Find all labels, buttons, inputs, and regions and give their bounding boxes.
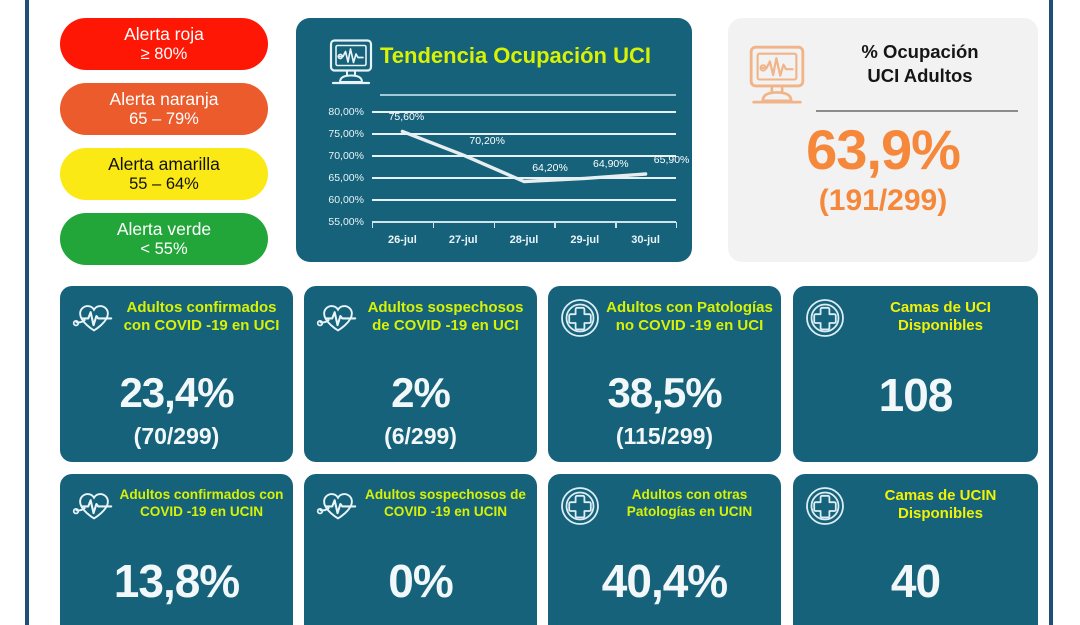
heart-stethoscope-icon xyxy=(72,298,116,341)
x-axis-tick-label: 29-jul xyxy=(570,234,600,246)
occupancy-title-divider xyxy=(816,110,1018,112)
trend-chart-plot: 80,00% 75,00% 70,00% 65,00% 60,00% 55,00% 26-j… xyxy=(308,104,689,252)
kpi-card-camas-uci-disponibles: Camas de UCI Disponibles 108 xyxy=(793,286,1038,462)
chart-gridline xyxy=(372,155,676,157)
kpi-title: Adultos con Patologías no COVID -19 en U… xyxy=(606,299,773,335)
kpi-title: Adultos sospechosos de COVID -19 en UCI xyxy=(367,299,524,335)
kpi-card-camas-ucin-disponibles: Camas de UCIN Disponibles 40 xyxy=(793,474,1038,625)
heart-stethoscope-icon xyxy=(316,486,360,529)
occupancy-title-line2: UCI Adultos xyxy=(867,64,973,86)
x-axis-tickmark xyxy=(554,222,556,228)
occupancy-panel: % Ocupación UCI Adultos 63,9% (191/299) xyxy=(728,18,1038,262)
y-axis-tick-label: 60,00% xyxy=(328,194,364,206)
kpi-value: 40,4% xyxy=(601,555,728,607)
chart-data-label: 70,20% xyxy=(469,135,505,148)
trend-chart-title: Tendencia Ocupación UCI xyxy=(380,43,651,68)
chart-gridline xyxy=(372,133,676,135)
kpi-value: 2% xyxy=(391,369,451,416)
kpi-card-adultos-sospechosos-covid-ucin: Adultos sospechosos de COVID -19 en UCIN… xyxy=(304,474,537,625)
y-axis-tick-label: 80,00% xyxy=(328,106,364,118)
y-axis-tick-label: 75,00% xyxy=(328,128,364,140)
chart-data-label: 64,90% xyxy=(592,158,629,171)
page-frame-left-rule xyxy=(25,0,29,625)
x-axis-tickmark xyxy=(493,222,495,228)
occupancy-title-line1: % Ocupación xyxy=(861,41,979,62)
alert-pill-alerta-roja: Alerta roja ≥ 80% xyxy=(60,18,268,70)
y-axis-tick-label: 55,00% xyxy=(328,216,364,228)
chart-data-label: 75,60% xyxy=(388,111,425,124)
kpi-fraction: (115/299) xyxy=(615,423,714,449)
kpi-value: 108 xyxy=(878,369,954,421)
kpi-title: Adultos con otras Patologías en UCIN xyxy=(626,487,753,519)
kpi-title: Adultos confirmados con COVID -19 en UCI… xyxy=(119,487,284,519)
x-axis-tickmark xyxy=(432,222,435,228)
chart-gridline xyxy=(372,111,676,113)
x-axis-tickmark xyxy=(615,222,617,228)
kpi-card-adultos-otras-patologias-ucin: Adultos con otras Patologías en UCIN 40,4… xyxy=(548,474,781,625)
chart-gridline xyxy=(372,177,676,179)
kpi-value: 13,8% xyxy=(113,555,240,607)
alert-range: < 55% xyxy=(140,239,188,258)
cross-circle-icon xyxy=(560,486,600,531)
occupancy-fraction: (191/299) xyxy=(818,184,948,217)
trend-chart-panel: Tendencia Ocupación UCI 80,00% 75,00% 70,0… xyxy=(296,18,692,262)
kpi-value: 40 xyxy=(890,555,941,607)
alert-range: 65 – 79% xyxy=(129,109,199,128)
kpi-value: 38,5% xyxy=(607,369,722,416)
alert-pill-alerta-naranja: Alerta naranja 65 – 79% xyxy=(60,83,268,135)
kpi-value: 0% xyxy=(388,555,453,607)
alert-label: Alerta naranja xyxy=(109,88,219,109)
alert-pill-alerta-verde: Alerta verde < 55% xyxy=(60,213,268,265)
alert-label: Alerta amarilla xyxy=(108,153,220,174)
kpi-title: Adultos confirmados con COVID -19 en UCI xyxy=(123,299,280,335)
x-axis-tick-label: 27-jul xyxy=(448,234,478,246)
alert-label: Alerta verde xyxy=(116,218,212,239)
chart-gridline xyxy=(372,199,676,201)
kpi-card-adultos-confirmados-covid-uci: Adultos confirmados con COVID -19 en UCI… xyxy=(60,286,293,462)
alert-range: 55 – 64% xyxy=(129,174,199,193)
chart-data-label: 64,20% xyxy=(532,161,568,174)
chart-series-line xyxy=(400,129,648,184)
cross-circle-icon xyxy=(805,298,845,343)
kpi-card-adultos-sospechosos-covid-uci: Adultos sospechosos de COVID -19 en UCI 2… xyxy=(304,286,537,462)
alert-range: ≥ 80% xyxy=(140,44,188,63)
kpi-fraction: (70/299) xyxy=(133,423,220,449)
cross-circle-icon xyxy=(560,298,600,343)
kpi-title: Camas de UCIN Disponibles xyxy=(884,487,997,523)
kpi-fraction: (6/299) xyxy=(384,423,457,449)
kpi-title: Camas de UCI Disponibles xyxy=(890,299,991,335)
trend-chart-header: Tendencia Ocupación UCI xyxy=(314,32,678,96)
heart-stethoscope-icon xyxy=(316,298,360,341)
heart-stethoscope-icon xyxy=(72,486,116,529)
x-axis-tick-label: 30-jul xyxy=(631,234,660,246)
x-axis-line xyxy=(372,221,676,223)
x-axis-tickmark xyxy=(676,222,678,228)
x-axis-tick-label: 28-jul xyxy=(509,234,539,246)
kpi-title: Adultos sospechosos de COVID -19 en UCIN xyxy=(365,487,526,519)
x-axis-tick-label: 26-jul xyxy=(388,234,417,246)
kpi-value: 23,4% xyxy=(119,369,234,416)
occupancy-title: % Ocupación UCI Adultos xyxy=(816,40,1024,87)
kpi-card-adultos-patologias-no-covid-uci: Adultos con Patologías no COVID -19 en U… xyxy=(548,286,781,462)
page-frame-right-rule xyxy=(1049,0,1053,625)
trend-header-divider xyxy=(380,94,676,96)
alert-pill-alerta-amarilla: Alerta amarilla 55 – 64% xyxy=(60,148,268,200)
occupancy-value: 63,9% xyxy=(806,118,961,181)
alert-legend: Alerta roja ≥ 80% Alerta naranja 65 – 79% Al… xyxy=(60,18,268,278)
monitor-pulse-icon xyxy=(328,38,374,91)
y-axis-tick-label: 70,00% xyxy=(328,150,364,162)
chart-data-label: 65,90% xyxy=(653,154,690,167)
cross-circle-icon xyxy=(805,486,845,531)
x-axis-tickmark xyxy=(372,222,374,228)
trend-chart-line-svg xyxy=(400,129,648,184)
y-axis-tick-label: 65,00% xyxy=(328,172,364,184)
alert-label: Alerta roja xyxy=(124,23,204,44)
monitor-pulse-icon xyxy=(746,44,808,111)
kpi-card-adultos-confirmados-covid-ucin: Adultos confirmados con COVID -19 en UCI… xyxy=(60,474,293,625)
